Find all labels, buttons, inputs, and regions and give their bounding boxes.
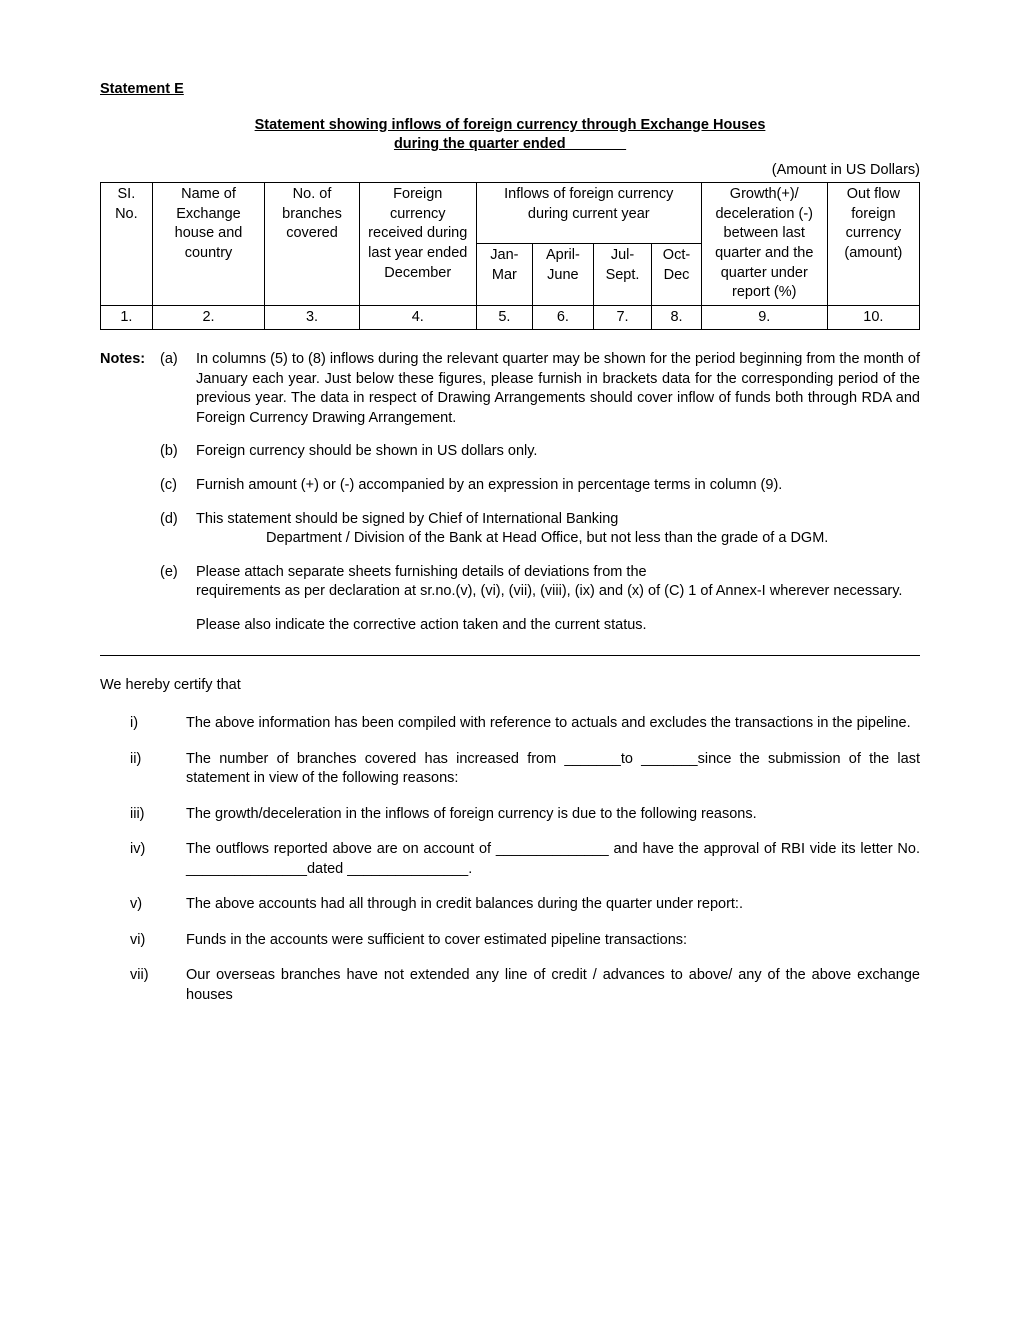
- statement-title: Statement showing inflows of foreign cur…: [100, 116, 920, 155]
- num-3: 3.: [265, 305, 360, 330]
- num-4: 4.: [359, 305, 476, 330]
- cert-num-ii: ii): [130, 750, 186, 789]
- col-jan-mar: Jan-Mar: [476, 244, 532, 305]
- note-b: (b) Foreign currency should be shown in …: [100, 442, 920, 462]
- cert-item-vii: vii) Our overseas branches have not exte…: [130, 966, 920, 1005]
- note-e: (e) Please attach separate sheets furnis…: [100, 563, 920, 602]
- num-2: 2.: [152, 305, 265, 330]
- col-oct-dec: Oct-Dec: [652, 244, 702, 305]
- inflows-table: SI. No. Name of Exchange house and count…: [100, 182, 920, 330]
- cert-text-vi: Funds in the accounts were sufficient to…: [186, 931, 920, 951]
- note-text-b: Foreign currency should be shown in US d…: [196, 442, 920, 462]
- note-text-a: In columns (5) to (8) inflows during the…: [196, 350, 920, 428]
- col-exchange-house: Name of Exchange house and country: [152, 183, 265, 305]
- cert-text-v: The above accounts had all through in cr…: [186, 895, 920, 915]
- note-text-e: Please attach separate sheets furnishing…: [196, 563, 920, 602]
- cert-item-iv: iv) The outflows reported above are on a…: [130, 840, 920, 879]
- note-letter-a: (a): [160, 350, 196, 428]
- note-letter-c: (c): [160, 476, 196, 496]
- col-outflow: Out flow foreign currency (amount): [827, 183, 919, 305]
- cert-num-iv: iv): [130, 840, 186, 879]
- num-9: 9.: [701, 305, 827, 330]
- cert-num-vi: vi): [130, 931, 186, 951]
- table-number-row: 1. 2. 3. 4. 5. 6. 7. 8. 9. 10.: [101, 305, 920, 330]
- num-10: 10.: [827, 305, 919, 330]
- cert-item-iii: iii) The growth/deceleration in the infl…: [130, 805, 920, 825]
- col-fc-received: Foreign currency received during last ye…: [359, 183, 476, 305]
- note-a: Notes: (a) In columns (5) to (8) inflows…: [100, 350, 920, 428]
- title-line-1: Statement showing inflows of foreign cur…: [255, 117, 766, 133]
- col-si-no: SI. No.: [101, 183, 153, 305]
- note-d-line1: This statement should be signed by Chief…: [196, 511, 618, 527]
- cert-num-v: v): [130, 895, 186, 915]
- num-8: 8.: [652, 305, 702, 330]
- certify-list: i) The above information has been compil…: [100, 714, 920, 1006]
- note-text-d: This statement should be signed by Chief…: [196, 510, 920, 549]
- num-6: 6.: [533, 305, 594, 330]
- num-7: 7.: [593, 305, 652, 330]
- cert-text-iv: The outflows reported above are on accou…: [186, 840, 920, 879]
- col-apr-jun: April-June: [533, 244, 594, 305]
- cert-item-ii: ii) The number of branches covered has i…: [130, 750, 920, 789]
- cert-text-iii: The growth/deceleration in the inflows o…: [186, 805, 920, 825]
- table-header-row-1: SI. No. Name of Exchange house and count…: [101, 183, 920, 244]
- col-inflows-group: Inflows of foreign currency during curre…: [476, 183, 701, 244]
- note-e-line2: requirements as per declaration at sr.no…: [196, 583, 902, 599]
- note-e-line1: Please attach separate sheets furnishing…: [196, 564, 647, 580]
- notes-label: Notes:: [100, 350, 160, 428]
- divider: [100, 655, 920, 656]
- cert-item-i: i) The above information has been compil…: [130, 714, 920, 734]
- cert-text-vii: Our overseas branches have not extended …: [186, 966, 920, 1005]
- col-jul-sep: Jul-Sept.: [593, 244, 652, 305]
- num-5: 5.: [476, 305, 532, 330]
- note-c: (c) Furnish amount (+) or (-) accompanie…: [100, 476, 920, 496]
- notes-block: Notes: (a) In columns (5) to (8) inflows…: [100, 350, 920, 635]
- col-branches: No. of branches covered: [265, 183, 360, 305]
- col-growth: Growth(+)/ deceleration (-) between last…: [701, 183, 827, 305]
- cert-num-iii: iii): [130, 805, 186, 825]
- cert-num-vii: vii): [130, 966, 186, 1005]
- cert-text-ii: The number of branches covered has incre…: [186, 750, 920, 789]
- cert-item-vi: vi) Funds in the accounts were sufficien…: [130, 931, 920, 951]
- certify-intro: We hereby certify that: [100, 676, 920, 696]
- note-letter-d: (d): [160, 510, 196, 549]
- note-letter-e: (e): [160, 563, 196, 602]
- note-text-c: Furnish amount (+) or (-) accompanied by…: [196, 476, 920, 496]
- note-d-line2a: Department / Division of the Bank at Hea…: [196, 529, 920, 549]
- cert-num-i: i): [130, 714, 186, 734]
- statement-heading: Statement E: [100, 80, 920, 100]
- cert-item-v: v) The above accounts had all through in…: [130, 895, 920, 915]
- notes-footer: Please also indicate the corrective acti…: [100, 616, 920, 636]
- amount-note: (Amount in US Dollars): [100, 161, 920, 181]
- note-d: (d) This statement should be signed by C…: [100, 510, 920, 549]
- title-line-2: during the quarter ended _______: [394, 136, 626, 152]
- note-letter-b: (b): [160, 442, 196, 462]
- cert-text-i: The above information has been compiled …: [186, 714, 920, 734]
- num-1: 1.: [101, 305, 153, 330]
